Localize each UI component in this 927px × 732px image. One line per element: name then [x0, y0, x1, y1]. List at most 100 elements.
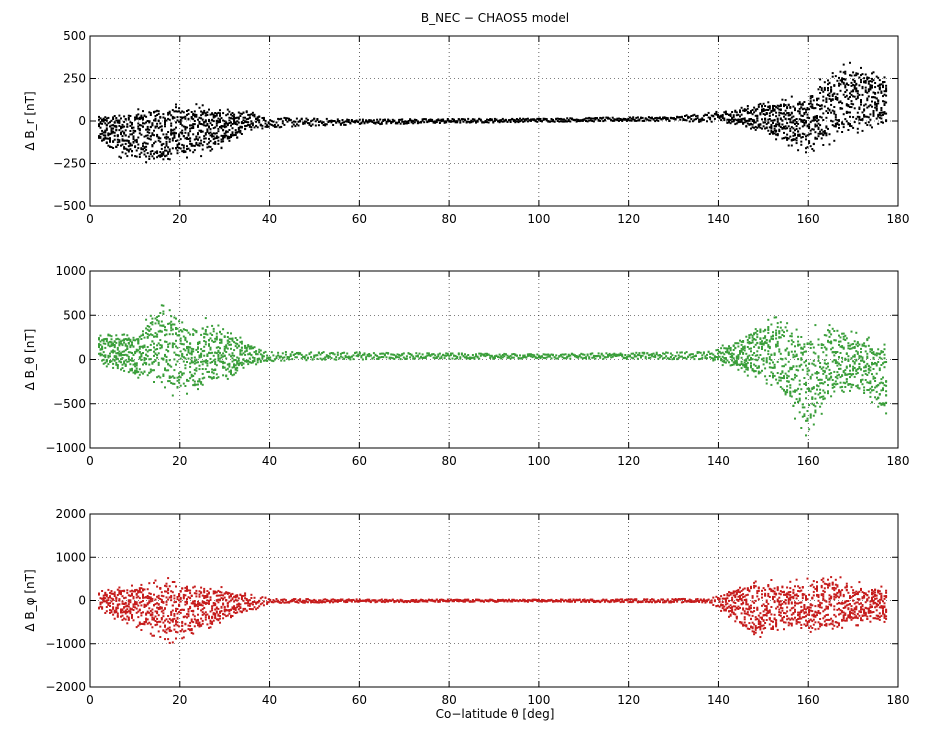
data-point: [118, 122, 120, 124]
data-point: [830, 86, 832, 88]
data-point: [780, 353, 782, 355]
data-point: [258, 121, 260, 123]
data-point: [786, 122, 788, 124]
data-point: [731, 111, 733, 113]
data-point: [844, 91, 846, 93]
data-point: [785, 110, 787, 112]
data-point: [129, 601, 131, 603]
data-point: [869, 119, 871, 121]
data-point: [186, 393, 188, 395]
data-point: [869, 124, 871, 126]
data-point: [472, 354, 474, 356]
data-point: [632, 357, 634, 359]
data-point: [178, 382, 180, 384]
data-point: [162, 313, 164, 315]
data-point: [825, 335, 827, 337]
data-point: [203, 141, 205, 143]
data-point: [219, 121, 221, 123]
data-point: [884, 104, 886, 106]
data-point: [764, 367, 766, 369]
data-point: [783, 375, 785, 377]
data-point: [805, 351, 807, 353]
data-point: [791, 335, 793, 337]
data-point: [708, 112, 710, 114]
data-point: [747, 367, 749, 369]
data-point: [107, 117, 109, 119]
data-point: [106, 606, 108, 608]
data-point: [681, 116, 683, 118]
data-point: [118, 120, 120, 122]
data-point: [602, 117, 604, 119]
data-point: [128, 136, 130, 138]
data-point: [876, 109, 878, 111]
data-point: [876, 105, 878, 107]
data-point: [737, 355, 739, 357]
data-point: [337, 354, 339, 356]
data-point: [750, 348, 752, 350]
data-point: [112, 608, 114, 610]
data-point: [356, 351, 358, 353]
data-point: [414, 121, 416, 123]
data-point: [673, 358, 675, 360]
data-point: [137, 137, 139, 139]
data-point: [217, 143, 219, 145]
data-point: [827, 128, 829, 130]
data-point: [811, 343, 813, 345]
data-point: [824, 371, 826, 373]
data-point: [202, 131, 204, 133]
data-point: [239, 115, 241, 117]
data-point: [114, 139, 116, 141]
data-point: [151, 340, 153, 342]
data-point: [120, 157, 122, 159]
data-point: [148, 158, 150, 160]
data-point: [675, 355, 677, 357]
data-point: [180, 138, 182, 140]
data-point: [158, 315, 160, 317]
data-point: [829, 331, 831, 333]
data-point: [129, 130, 131, 132]
data-point: [805, 434, 807, 436]
data-point: [265, 351, 267, 353]
data-point: [164, 121, 166, 123]
data-point: [778, 114, 780, 116]
data-point: [761, 348, 763, 350]
data-point: [789, 107, 791, 109]
data-point: [665, 355, 667, 357]
data-point: [844, 73, 846, 75]
data-point: [824, 381, 826, 383]
data-point: [860, 104, 862, 106]
data-point: [106, 365, 108, 367]
data-point: [840, 364, 842, 366]
data-point: [227, 368, 229, 370]
data-point: [799, 398, 801, 400]
data-point: [822, 366, 824, 368]
data-point: [128, 603, 130, 605]
data-point: [210, 128, 212, 130]
data-point: [348, 119, 350, 121]
data-point: [752, 124, 754, 126]
data-point: [117, 144, 119, 146]
data-point: [761, 346, 763, 348]
data-point: [202, 384, 204, 386]
data-point: [213, 328, 215, 330]
data-point: [733, 353, 735, 355]
data-point: [222, 352, 224, 354]
data-point: [785, 326, 787, 328]
data-point: [139, 156, 141, 158]
data-point: [835, 339, 837, 341]
data-point: [233, 119, 235, 121]
data-point: [241, 341, 243, 343]
data-point: [183, 372, 185, 374]
data-point: [219, 112, 221, 114]
data-point: [770, 384, 772, 386]
data-point: [785, 104, 787, 106]
data-point: [488, 122, 490, 124]
data-point: [148, 326, 150, 328]
data-point: [173, 369, 175, 371]
data-point: [305, 359, 307, 361]
data-point: [825, 367, 827, 369]
data-point: [364, 352, 366, 354]
data-point: [125, 129, 127, 131]
data-point: [786, 330, 788, 332]
data-point: [159, 312, 161, 314]
